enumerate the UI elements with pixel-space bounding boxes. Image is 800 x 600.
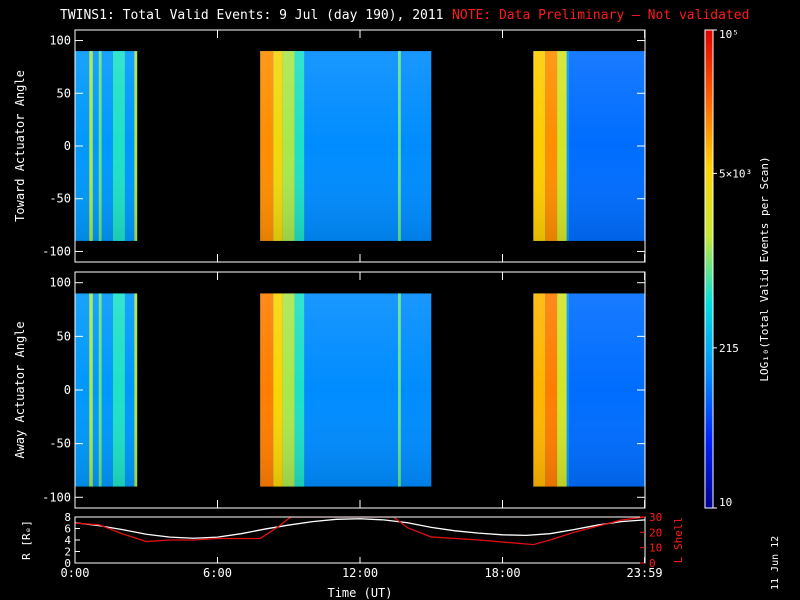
heatmap-shade [75, 293, 137, 487]
colorbar [704, 29, 714, 509]
bottom-series [75, 517, 645, 546]
heatmap-shade [260, 51, 432, 241]
y-tick-label: 100 [49, 276, 71, 290]
colorbar-tick-label: 215 [719, 342, 739, 355]
date-stamp: 11 Jun 12 [770, 535, 781, 590]
colorbar-tick-label: 10 [719, 496, 732, 509]
y-tick-label: 0 [64, 139, 71, 153]
y-tick-label: -50 [49, 437, 71, 451]
y-tick-label: -100 [42, 490, 71, 504]
colorbar-tick-label: 5×10³ [719, 167, 752, 180]
colorbar-label: LOG₁₀(Total Valid Events per Scan) [758, 156, 771, 381]
x-axis-label: Time (UT) [327, 586, 392, 600]
preliminary-note: NOTE: Data Preliminary – Not validated [452, 8, 750, 23]
panel-ylabel: Away Actuator Angle [13, 321, 27, 458]
y-tick-label: 2 [64, 546, 71, 559]
x-tick-label: 0:00 [61, 566, 90, 580]
distance-line [75, 518, 645, 539]
heatmap-shade [75, 51, 137, 241]
x-tick-label: 6:00 [203, 566, 232, 580]
lshell-line [75, 517, 645, 546]
y-tick-label-right: 0 [649, 557, 656, 570]
heatmap-shade [533, 51, 569, 241]
heatmap-shade [260, 293, 432, 487]
y-tick-label: 6 [64, 523, 71, 536]
y-tick-label: 50 [57, 329, 71, 343]
x-tick-label: 18:00 [484, 566, 520, 580]
heatmap-shade [569, 293, 645, 487]
x-tick-label: 23:59 [627, 566, 663, 580]
y-tick-label: -100 [42, 244, 71, 258]
y-tick-label: 4 [64, 534, 71, 547]
colorbar-tick-label: 10⁵ [719, 28, 739, 41]
bottom-ylabel-right: L Shell [672, 517, 685, 563]
y-tick-label-right: 20 [649, 526, 662, 539]
y-tick-label: 100 [49, 34, 71, 48]
plot-title: TWINS1: Total Valid Events: 9 Jul (day 1… [60, 8, 444, 23]
heatmap-shade [533, 293, 569, 487]
panel-ylabel: Toward Actuator Angle [13, 70, 27, 222]
bottom-ylabel: R [Rₑ] [20, 520, 33, 560]
y-tick-label: 50 [57, 86, 71, 100]
y-tick-label: 0 [64, 383, 71, 397]
y-tick-label-right: 30 [649, 511, 662, 524]
y-tick-label: -50 [49, 192, 71, 206]
y-tick-label-right: 10 [649, 542, 662, 555]
heatmap-shade [569, 51, 645, 241]
y-tick-label: 0 [64, 557, 71, 570]
x-tick-label: 12:00 [342, 566, 378, 580]
y-tick-label: 8 [64, 511, 71, 524]
